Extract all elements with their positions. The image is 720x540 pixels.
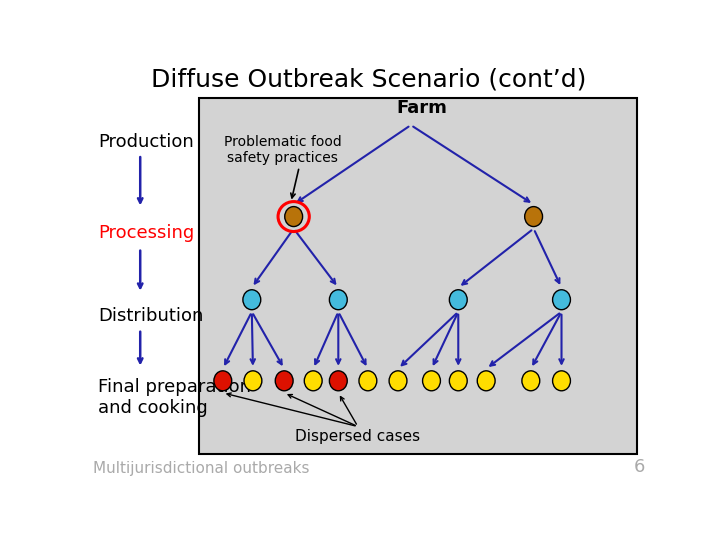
Ellipse shape xyxy=(244,371,262,391)
Ellipse shape xyxy=(243,290,261,310)
Ellipse shape xyxy=(359,371,377,391)
Ellipse shape xyxy=(284,207,302,227)
Ellipse shape xyxy=(522,371,540,391)
Text: Diffuse Outbreak Scenario (cont’d): Diffuse Outbreak Scenario (cont’d) xyxy=(151,68,587,91)
FancyBboxPatch shape xyxy=(199,98,637,454)
Text: Production: Production xyxy=(99,133,194,151)
Text: Multijurisdictional outbreaks: Multijurisdictional outbreaks xyxy=(93,461,310,476)
Text: Dispersed cases: Dispersed cases xyxy=(295,429,420,444)
Ellipse shape xyxy=(329,371,347,391)
Ellipse shape xyxy=(389,371,407,391)
Ellipse shape xyxy=(305,371,322,391)
Ellipse shape xyxy=(449,290,467,310)
Ellipse shape xyxy=(552,290,570,310)
Ellipse shape xyxy=(525,207,543,227)
Ellipse shape xyxy=(477,371,495,391)
Ellipse shape xyxy=(329,290,347,310)
Ellipse shape xyxy=(275,371,293,391)
Text: 6: 6 xyxy=(634,457,645,476)
Text: Problematic food
safety practices: Problematic food safety practices xyxy=(224,135,341,165)
Ellipse shape xyxy=(449,371,467,391)
Ellipse shape xyxy=(423,371,441,391)
Ellipse shape xyxy=(552,371,570,391)
Text: Distribution: Distribution xyxy=(99,307,204,326)
Ellipse shape xyxy=(214,371,232,391)
Text: Final preparation
and cooking: Final preparation and cooking xyxy=(99,378,251,417)
Text: Farm: Farm xyxy=(397,99,447,118)
Text: Processing: Processing xyxy=(99,224,194,242)
